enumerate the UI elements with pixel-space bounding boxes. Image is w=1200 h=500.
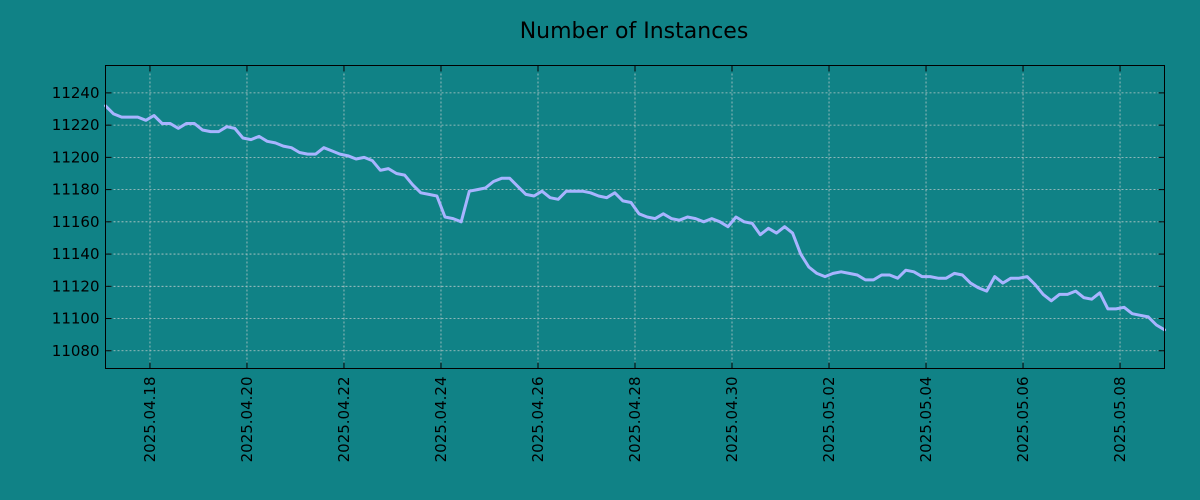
grid — [105, 65, 1165, 369]
x-tick-label: 2025.05.02 — [820, 377, 838, 463]
x-tick-label: 2025.04.22 — [335, 377, 353, 463]
y-tick-label: 11180 — [52, 181, 100, 199]
x-tick-label: 2025.05.08 — [1111, 377, 1129, 463]
y-tick-label: 11240 — [52, 84, 100, 102]
ticks — [105, 65, 1165, 369]
y-tick-label: 11080 — [52, 342, 100, 360]
x-tick-label: 2025.04.20 — [238, 377, 256, 463]
x-axis-tick-labels: 2025.04.18 2025.04.20 2025.04.22 2025.04.24… — [141, 377, 1129, 463]
plot-frame — [105, 65, 1165, 369]
x-tick-label: 2025.04.24 — [432, 377, 450, 463]
y-tick-label: 11200 — [52, 148, 100, 166]
series-layer — [104, 104, 1166, 332]
y-tick-label: 11220 — [52, 116, 100, 134]
x-tick-label: 2025.04.28 — [626, 377, 644, 463]
x-tick-label: 2025.05.06 — [1014, 377, 1032, 463]
y-tick-label: 11160 — [52, 213, 100, 231]
y-axis-tick-labels: 11080 11100 11120 11140 11160 11180 11200 11220… — [52, 84, 100, 360]
chart-title: Number of Instances — [520, 19, 749, 44]
series-line-0 — [104, 104, 1166, 332]
y-tick-label: 11120 — [52, 277, 100, 295]
y-tick-label: 11140 — [52, 245, 100, 263]
x-tick-label: 2025.05.04 — [917, 377, 935, 463]
x-tick-label: 2025.04.30 — [723, 377, 741, 463]
y-tick-label: 11100 — [52, 310, 100, 328]
x-tick-label: 2025.04.18 — [141, 377, 159, 463]
x-tick-label: 2025.04.26 — [529, 377, 547, 463]
